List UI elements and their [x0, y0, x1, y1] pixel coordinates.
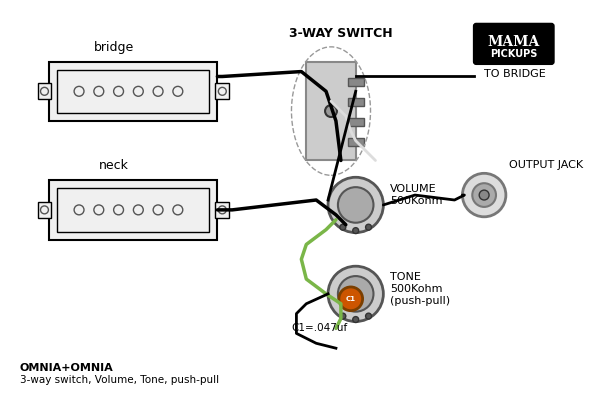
FancyBboxPatch shape — [215, 202, 229, 218]
FancyBboxPatch shape — [348, 138, 364, 146]
Circle shape — [74, 86, 84, 96]
Circle shape — [153, 205, 163, 215]
FancyBboxPatch shape — [306, 62, 356, 160]
Circle shape — [479, 190, 489, 200]
FancyBboxPatch shape — [38, 84, 52, 99]
Text: TONE
500Kohm
(push-pull): TONE 500Kohm (push-pull) — [390, 272, 451, 306]
Circle shape — [472, 183, 496, 207]
Circle shape — [339, 287, 362, 311]
Circle shape — [463, 173, 506, 217]
Circle shape — [353, 316, 359, 322]
Text: C1=.047uf: C1=.047uf — [292, 324, 348, 334]
Circle shape — [41, 206, 49, 214]
Circle shape — [340, 224, 346, 230]
Text: MAMA: MAMA — [488, 35, 540, 49]
Text: C1: C1 — [346, 296, 356, 302]
Text: 3-WAY SWITCH: 3-WAY SWITCH — [289, 27, 392, 40]
Text: PICKUPS: PICKUPS — [490, 49, 538, 59]
Circle shape — [218, 206, 226, 214]
Circle shape — [94, 86, 104, 96]
FancyBboxPatch shape — [38, 202, 52, 218]
FancyBboxPatch shape — [348, 78, 364, 86]
Text: TO BRIDGE: TO BRIDGE — [484, 68, 546, 78]
Circle shape — [338, 187, 373, 223]
Circle shape — [74, 205, 84, 215]
Text: 3-way switch, Volume, Tone, push-pull: 3-way switch, Volume, Tone, push-pull — [20, 375, 219, 385]
Text: VOLUME
500Kohm: VOLUME 500Kohm — [390, 184, 443, 206]
FancyBboxPatch shape — [58, 188, 209, 232]
Text: OUTPUT JACK: OUTPUT JACK — [509, 160, 583, 170]
Text: neck: neck — [98, 159, 128, 172]
Circle shape — [365, 224, 371, 230]
FancyBboxPatch shape — [49, 62, 217, 121]
Circle shape — [173, 86, 183, 96]
Circle shape — [328, 177, 383, 233]
FancyBboxPatch shape — [348, 98, 364, 106]
Circle shape — [353, 228, 359, 234]
Circle shape — [113, 86, 124, 96]
Circle shape — [41, 87, 49, 95]
Circle shape — [338, 276, 373, 312]
Circle shape — [133, 205, 143, 215]
Circle shape — [94, 205, 104, 215]
Circle shape — [340, 313, 346, 319]
FancyBboxPatch shape — [215, 84, 229, 99]
Circle shape — [328, 266, 383, 322]
Text: bridge: bridge — [94, 41, 134, 54]
Circle shape — [218, 87, 226, 95]
FancyBboxPatch shape — [58, 70, 209, 113]
Text: OMNIA+OMNIA: OMNIA+OMNIA — [20, 363, 113, 373]
Circle shape — [113, 205, 124, 215]
FancyBboxPatch shape — [49, 180, 217, 240]
Circle shape — [173, 205, 183, 215]
FancyBboxPatch shape — [474, 24, 553, 64]
FancyBboxPatch shape — [348, 118, 364, 126]
Circle shape — [365, 313, 371, 319]
Circle shape — [153, 86, 163, 96]
Circle shape — [133, 86, 143, 96]
Circle shape — [325, 105, 337, 117]
